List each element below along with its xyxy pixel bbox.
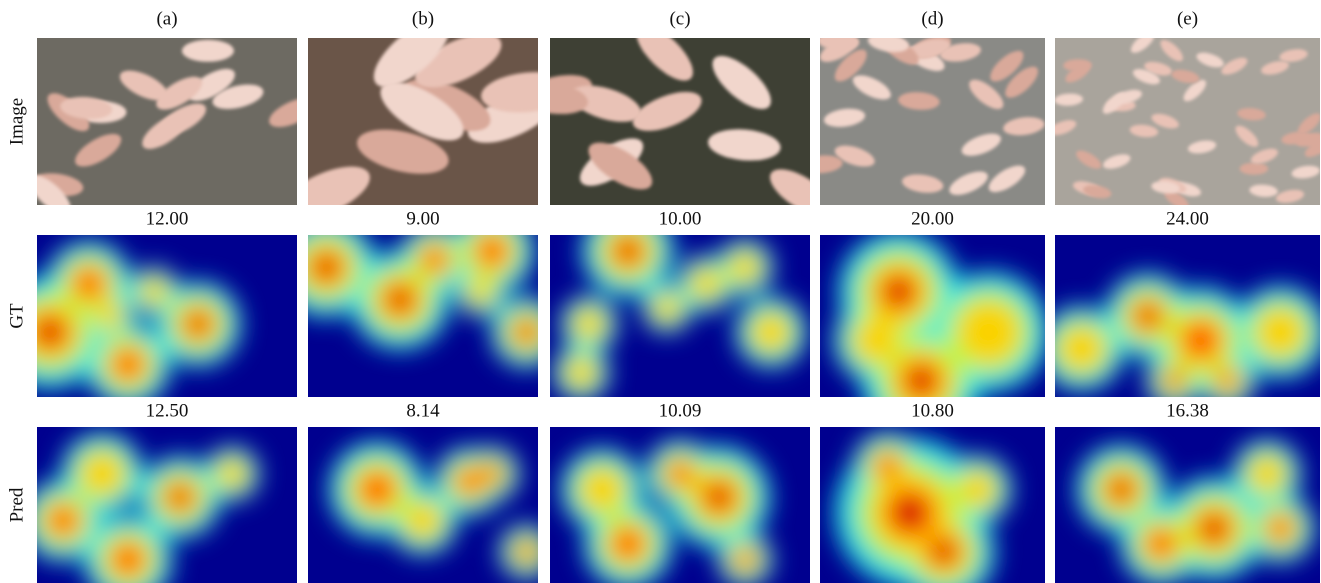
column-label: (d) [921, 8, 943, 29]
photo [276, 8, 577, 230]
photo [1047, 29, 1321, 213]
figure: (a) 12.00 12.50 (b) 9.00 8.14 (c) 10.00 10.09 (d)… [0, 0, 1321, 583]
row-label: GT [6, 303, 27, 329]
column-label: (e) [1177, 8, 1198, 29]
pred-count: 10.09 [659, 400, 702, 421]
density-map [276, 208, 562, 397]
density-map [0, 235, 297, 408]
density-map [308, 427, 554, 583]
density-map [1055, 427, 1320, 583]
gt-count: 20.00 [911, 208, 954, 229]
photo [800, 31, 1045, 205]
gt-count: 9.00 [406, 208, 439, 229]
gt-count: 12.00 [146, 208, 189, 229]
column-label: (c) [669, 8, 690, 29]
pred-count: 10.80 [911, 400, 954, 421]
column-label: (b) [412, 8, 434, 29]
density-map [820, 427, 1045, 583]
row-label: Image [6, 98, 27, 145]
gt-count: 24.00 [1166, 208, 1209, 229]
gt-count: 10.00 [659, 208, 702, 229]
density-map [550, 427, 810, 583]
photo [514, 17, 841, 226]
density-map [550, 205, 810, 402]
pred-count: 16.38 [1166, 400, 1209, 421]
density-map [22, 427, 297, 583]
row-label: Pred [6, 487, 27, 522]
photo [23, 38, 321, 220]
density-map [1039, 235, 1321, 409]
pred-count: 8.14 [406, 400, 440, 421]
pred-count: 12.50 [146, 400, 189, 421]
column-label: (a) [156, 8, 177, 29]
